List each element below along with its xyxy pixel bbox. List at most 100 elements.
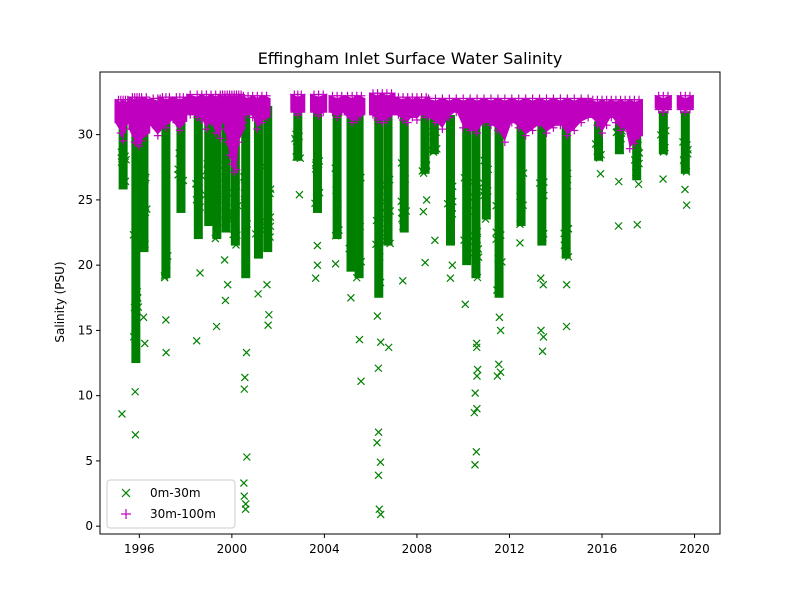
data-point-0m-30m — [357, 173, 365, 182]
data-point-0m-30m — [347, 209, 356, 218]
data-point-0m-30m — [460, 236, 469, 245]
data-point-0m-30m — [174, 170, 182, 179]
data-point-0m-30m — [242, 248, 251, 257]
data-point-0m-30m — [473, 227, 482, 236]
depth-band-30m-100m — [114, 98, 132, 140]
data-point-30m-100m — [387, 110, 396, 119]
data-point-0m-30m — [492, 286, 501, 294]
cruise-band-0m-30m — [263, 105, 273, 253]
data-point-0m-30m — [430, 139, 439, 148]
data-point-0m-30m — [161, 178, 170, 187]
data-point-0m-30m — [255, 197, 263, 206]
data-point-30m-100m — [142, 129, 151, 138]
data-point-0m-30m — [471, 389, 480, 397]
data-point-30m-100m — [681, 108, 690, 117]
data-point-30m-100m — [486, 121, 495, 130]
data-point-30m-100m — [161, 123, 170, 132]
data-point-0m-30m — [333, 209, 342, 218]
data-point-0m-30m — [634, 141, 643, 150]
data-point-0m-30m — [374, 471, 383, 480]
data-point-0m-30m — [141, 208, 150, 217]
data-point-0m-30m — [204, 204, 213, 213]
data-point-0m-30m — [471, 460, 479, 469]
data-point-0m-30m — [373, 438, 381, 447]
data-point-0m-30m — [538, 347, 547, 356]
data-point-0m-30m — [401, 175, 410, 183]
data-point-0m-30m — [357, 257, 366, 266]
data-point-0m-30m — [460, 173, 469, 182]
data-point-30m-100m — [408, 113, 417, 122]
data-point-30m-100m — [234, 138, 243, 147]
data-point-30m-100m — [114, 118, 123, 127]
data-point-30m-100m — [438, 94, 447, 103]
data-point-0m-30m — [345, 244, 354, 253]
data-point-0m-30m — [140, 221, 149, 230]
data-point-0m-30m — [161, 316, 170, 324]
data-point-0m-30m — [292, 153, 301, 162]
legend-marker-0m-30m — [121, 488, 131, 498]
data-point-0m-30m — [596, 169, 605, 178]
data-point-0m-30m — [473, 235, 482, 244]
data-point-0m-30m — [240, 189, 249, 198]
data-point-0m-30m — [163, 252, 172, 260]
data-point-30m-100m — [607, 113, 616, 122]
data-point-0m-30m — [346, 293, 355, 302]
data-point-0m-30m — [161, 245, 170, 254]
data-point-0m-30m — [312, 193, 321, 202]
data-point-0m-30m — [242, 348, 251, 357]
data-point-0m-30m — [516, 220, 524, 229]
data-point-30m-100m — [232, 165, 241, 174]
data-point-0m-30m — [206, 198, 214, 207]
data-point-0m-30m — [240, 373, 249, 382]
data-point-0m-30m — [239, 479, 248, 488]
data-point-0m-30m — [479, 179, 488, 188]
legend-label-0m-30m: 0m-30m — [150, 486, 201, 500]
data-point-0m-30m — [348, 171, 356, 180]
data-point-0m-30m — [240, 385, 249, 394]
data-point-30m-100m — [676, 105, 685, 114]
y-axis-label: Salinity (PSU) — [53, 261, 67, 342]
data-point-30m-100m — [431, 94, 440, 103]
data-point-30m-100m — [563, 131, 572, 140]
data-point-0m-30m — [376, 278, 385, 287]
x-axis: 1996 2000 2004 2008 2012 2016 2020 — [124, 534, 710, 556]
data-point-0m-30m — [121, 177, 130, 186]
data-point-0m-30m — [443, 199, 452, 208]
cruise-band-0m-30m — [374, 105, 384, 298]
data-point-0m-30m — [448, 197, 457, 206]
plot-area — [114, 89, 694, 519]
data-point-0m-30m — [222, 191, 230, 200]
x-tick-label: 2016 — [587, 542, 618, 556]
data-point-0m-30m — [461, 300, 470, 309]
data-point-30m-100m — [459, 94, 468, 103]
data-point-30m-100m — [220, 125, 229, 134]
data-point-0m-30m — [633, 220, 642, 229]
data-point-0m-30m — [683, 141, 691, 149]
y-tick-label: 25 — [78, 193, 93, 207]
data-point-30m-100m — [257, 118, 266, 127]
data-point-30m-100m — [186, 110, 195, 119]
data-point-30m-100m — [473, 94, 482, 103]
x-tick-label: 2012 — [494, 542, 525, 556]
data-point-0m-30m — [213, 192, 222, 201]
data-point-0m-30m — [448, 182, 457, 191]
data-point-0m-30m — [398, 276, 407, 285]
data-point-30m-100m — [635, 131, 644, 140]
data-point-30m-100m — [577, 94, 586, 103]
data-point-0m-30m — [139, 228, 148, 237]
data-point-30m-100m — [128, 125, 137, 134]
data-point-0m-30m — [680, 155, 689, 164]
data-point-0m-30m — [386, 206, 395, 215]
data-point-0m-30m — [232, 240, 240, 249]
data-point-0m-30m — [352, 273, 361, 282]
data-point-0m-30m — [131, 430, 140, 439]
data-point-0m-30m — [131, 387, 140, 396]
depth-band-30m-100m — [239, 94, 271, 129]
cruise-band-0m-30m — [680, 111, 690, 174]
data-point-30m-100m — [577, 118, 586, 127]
data-point-0m-30m — [242, 453, 251, 461]
data-point-30m-100m — [373, 115, 382, 124]
data-point-0m-30m — [419, 207, 428, 216]
data-point-30m-100m — [584, 113, 593, 122]
data-point-0m-30m — [516, 170, 525, 179]
